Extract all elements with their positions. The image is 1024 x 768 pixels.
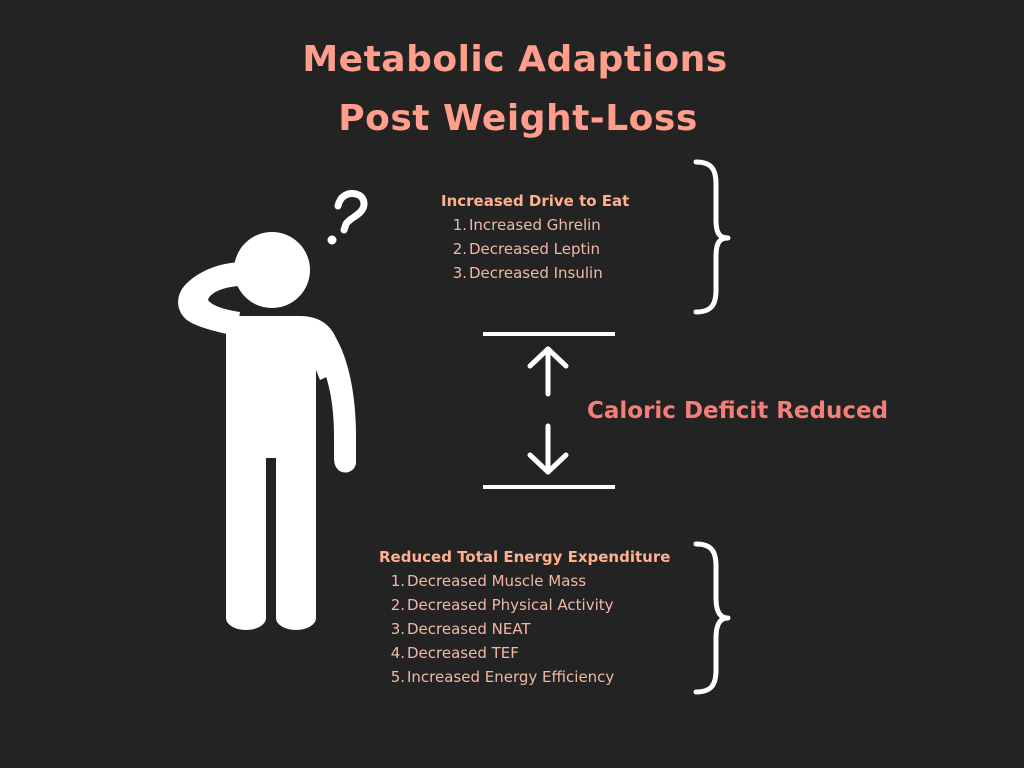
list-item: 2. Decreased Physical Activity [390,596,614,614]
curly-brace-icon [693,159,731,315]
arrow-down-icon [527,423,569,475]
list-item: 4. Decreased TEF [390,644,519,662]
drive-to-eat-block: Increased Drive to Eat 1. Increased Ghrel… [441,189,629,285]
caloric-deficit-label: Caloric Deficit Reduced [587,398,889,424]
energy-expenditure-list: 1. Decreased Muscle Mass 2. Decreased Phys… [389,569,670,689]
drive-to-eat-heading: Increased Drive to Eat [441,192,630,210]
list-item: 1. Decreased Muscle Mass [390,572,587,590]
list-item: 5. Increased Energy Efficiency [390,668,615,686]
energy-expenditure-block: Reduced Total Energy Expenditure 1. Decre… [379,545,670,689]
energy-expenditure-heading: Reduced Total Energy Expenditure [379,548,671,566]
question-mark-dot [327,235,337,245]
drive-to-eat-list: 1. Increased Ghrelin 2. Decreased Leptin 3… [451,213,629,285]
list-item: 1. Increased Ghrelin [452,216,601,234]
curly-brace-icon [693,541,731,695]
list-item: 3. Decreased Insulin [452,264,603,282]
list-item: 2. Decreased Leptin [452,240,601,258]
question-mark-icon [334,190,368,234]
confused-person-icon [178,232,356,630]
title-line-1: Metabolic Adaptions [302,39,728,80]
title-line-2: Post Weight-Loss [338,98,698,139]
arrow-up-icon [527,346,569,397]
list-item: 3. Decreased NEAT [390,620,531,638]
